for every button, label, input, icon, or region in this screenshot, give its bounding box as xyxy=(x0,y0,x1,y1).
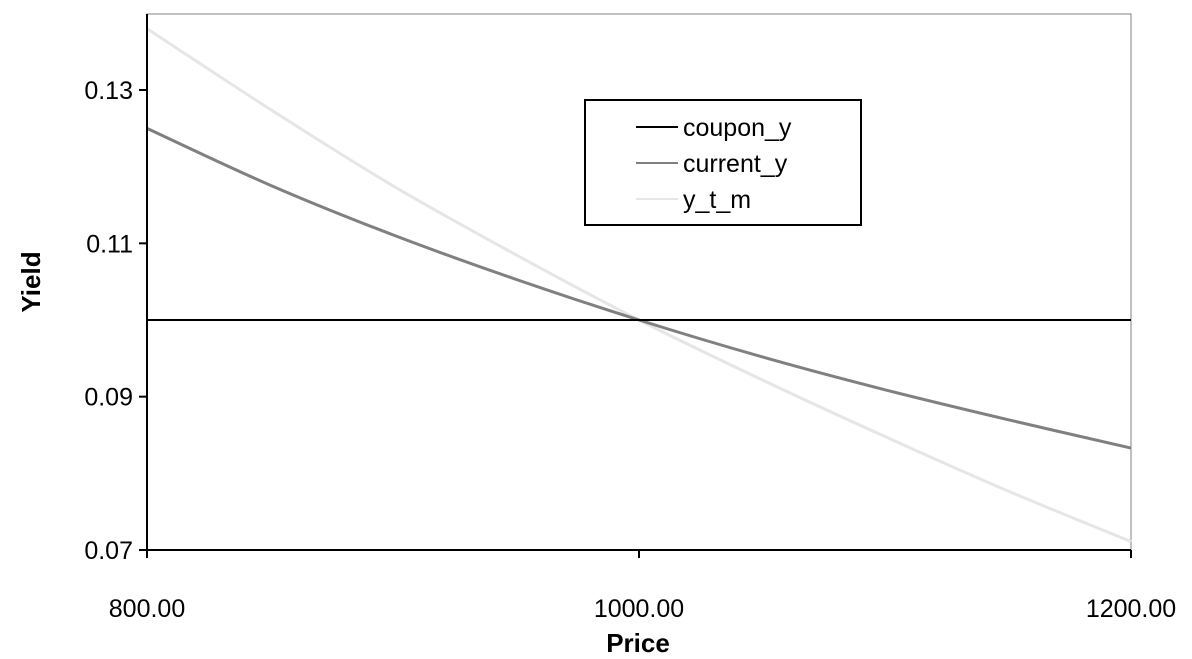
series-layer xyxy=(146,27,1132,543)
y-tick-label: 0.13 xyxy=(84,77,133,105)
x-tick-label: 1000.00 xyxy=(594,595,684,623)
plot-area xyxy=(146,13,1132,551)
x-axis-title: Price xyxy=(606,628,670,658)
y-tick-label: 0.09 xyxy=(84,384,133,412)
legend: coupon_y current_y y_t_m xyxy=(584,99,862,226)
x-tick-label: 800.00 xyxy=(109,595,185,623)
legend-label-y-t-m: y_t_m xyxy=(683,186,751,214)
y-tick-label: 0.07 xyxy=(84,537,133,565)
ticks-layer: 0.07 0.09 0.11 0.13 800.00 1000.00 1200.00 xyxy=(84,77,1176,623)
legend-label-current-y: current_y xyxy=(683,150,788,178)
x-tick-label: 1200.00 xyxy=(1086,595,1176,623)
y-axis-title: Yield xyxy=(16,251,46,312)
legend-label-coupon-y: coupon_y xyxy=(683,114,792,142)
y-tick-label: 0.11 xyxy=(86,230,133,258)
legend-box xyxy=(584,99,862,226)
